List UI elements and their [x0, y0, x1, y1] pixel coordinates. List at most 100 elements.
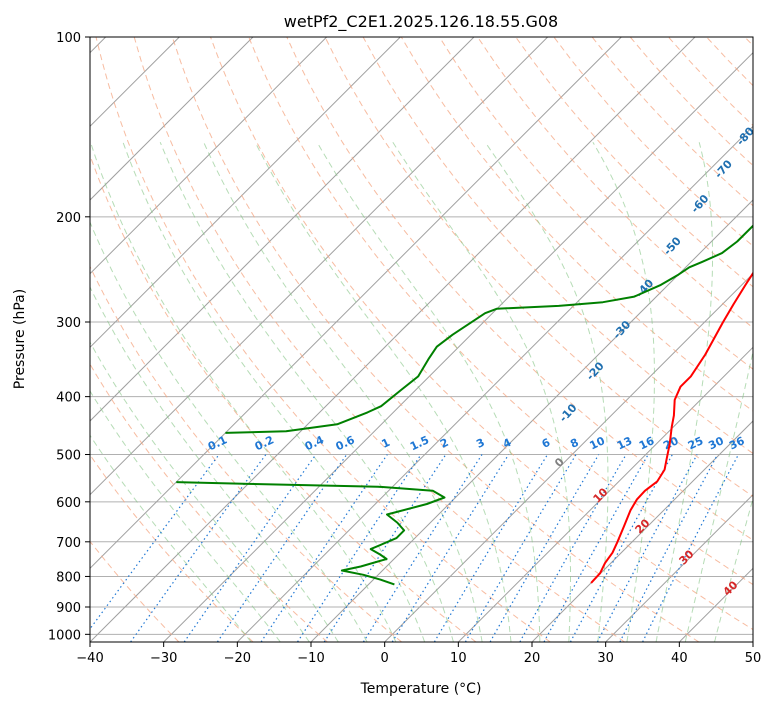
isotherm-line	[90, 37, 401, 349]
y-axis-label: Pressure (hPa)	[12, 289, 28, 389]
mixing-ratio-label: 0.6	[334, 433, 357, 453]
x-tick-label: −20	[224, 651, 251, 666]
mixing-ratio-label: 0.1	[206, 433, 229, 453]
x-axis: −40 −30 −20 −10 0 10 20 30 40 50	[76, 642, 761, 666]
moist-adiabat-line	[90, 286, 339, 642]
y-tick-label: 200	[56, 211, 81, 226]
dewpoint-upper-line	[225, 224, 753, 434]
mixing-ratio-line	[596, 454, 698, 642]
isotherm-line	[90, 37, 475, 422]
mixing-ratio-label: 20	[661, 434, 681, 452]
isotherm-line	[163, 51, 753, 642]
mixing-ratio-line	[90, 454, 220, 630]
dry-adiabat-label: -90	[757, 91, 775, 115]
x-tick-label: −30	[150, 651, 177, 666]
dry-adiabat-line	[171, 37, 700, 642]
x-tick-label: 0	[381, 651, 389, 666]
dry-adiabat-line	[90, 153, 477, 642]
dry-adiabat-label: -30	[610, 318, 633, 342]
isotherm-line	[531, 420, 753, 642]
dry-adiabat-line	[515, 37, 753, 288]
mixing-ratio-label: 0.4	[303, 433, 326, 453]
isotherms	[90, 37, 753, 642]
mixing-ratio-label: 30	[706, 434, 726, 452]
y-tick-label: 1000	[48, 628, 81, 643]
y-tick-label: 400	[56, 391, 81, 406]
dry-adiabat-line	[438, 37, 753, 370]
dry-adiabat-line	[362, 37, 753, 455]
mixing-ratio-label: 13	[615, 434, 634, 452]
y-tick-label: 500	[56, 449, 81, 464]
mixing-ratio-label: 1	[380, 436, 392, 451]
moist-adiabat-line	[592, 141, 656, 642]
dewpoint-line	[176, 481, 446, 586]
mixing-ratio-line	[323, 454, 447, 642]
y-tick-label: 100	[56, 31, 81, 46]
moist-adiabat-line	[655, 142, 713, 642]
moist-adiabat-line	[159, 142, 454, 642]
mixing-ratio-line	[130, 454, 267, 642]
pressure-grid	[90, 37, 753, 635]
plot-area: 0.10.20.40.611.52346810131620253036-100-…	[90, 37, 775, 642]
isotherm-line	[457, 346, 753, 642]
moist-adiabat-line	[90, 390, 281, 642]
dry-adiabat-line	[248, 37, 753, 586]
y-tick-label: 600	[56, 496, 81, 511]
moist-adiabat-line	[90, 434, 252, 642]
isotherm-line	[605, 493, 753, 642]
y-tick-label: 900	[56, 601, 81, 616]
mixing-ratio-line	[183, 454, 317, 642]
dry-adiabat-label: -10	[557, 401, 580, 425]
x-tick-label: 50	[745, 651, 762, 666]
dry-adiabat-line	[210, 37, 753, 631]
y-tick-label: 700	[56, 536, 81, 551]
mixing-ratio-label: 36	[727, 434, 747, 452]
isotherm-line	[310, 199, 753, 642]
moist-adiabat-line	[392, 141, 571, 642]
mixing-ratio-label: 0.2	[253, 433, 276, 453]
plot-frame	[89, 36, 754, 643]
x-tick-label: 10	[450, 651, 467, 666]
dry-adiabats	[90, 37, 753, 642]
dry-adiabat-label: -80	[734, 124, 757, 148]
isotherm-line	[236, 125, 753, 642]
mixing-ratio-label: 4	[501, 436, 514, 451]
mixing-ratio-lines	[90, 454, 739, 642]
mixing-ratio-label: 3	[474, 436, 486, 451]
moist-adiabat-label: 30	[677, 547, 697, 567]
dry-adiabat-label: -50	[661, 234, 684, 258]
mixing-ratio-line	[489, 454, 600, 642]
moist-adiabat-line	[714, 497, 753, 642]
x-tick-label: 20	[524, 651, 541, 666]
moist-adiabat-line	[90, 341, 310, 642]
y-tick-label: 800	[56, 570, 81, 585]
isotherm-line	[90, 37, 696, 642]
dry-adiabat-label: -70	[712, 157, 735, 181]
moist-adiabat-line	[122, 142, 426, 642]
mixing-ratio-label: 2	[438, 436, 450, 451]
mixing-ratio-line	[296, 454, 422, 642]
dry-adiabat-line	[90, 453, 254, 642]
x-tick-label: 40	[671, 651, 688, 666]
moist-adiabats	[90, 141, 753, 642]
mixing-ratio-line	[642, 454, 739, 642]
x-tick-label: −40	[76, 651, 103, 666]
isotherm-line	[90, 37, 622, 570]
isotherm-line	[90, 37, 254, 201]
mixing-ratio-label: 1.5	[408, 433, 431, 453]
dry-adiabat-line	[706, 37, 753, 87]
y-axis: 100 200 300 400 500 600 700 800 900 1000	[48, 31, 90, 643]
chart-title: wetPf2_C2E1.2025.126.18.55.G08	[284, 12, 558, 32]
moist-adiabat-line	[203, 141, 483, 642]
x-tick-label: −10	[297, 651, 324, 666]
dry-adiabat-label: -20	[584, 359, 607, 383]
moist-adiabat-line	[316, 141, 541, 642]
profile-series	[176, 224, 753, 586]
x-tick-label: 30	[597, 651, 614, 666]
dry-adiabat-line	[286, 37, 753, 541]
mixing-ratio-line	[362, 454, 483, 642]
dry-adiabat-line	[477, 37, 753, 329]
x-axis-label: Temperature (°C)	[360, 681, 482, 697]
mixing-ratio-label: 25	[686, 434, 705, 452]
